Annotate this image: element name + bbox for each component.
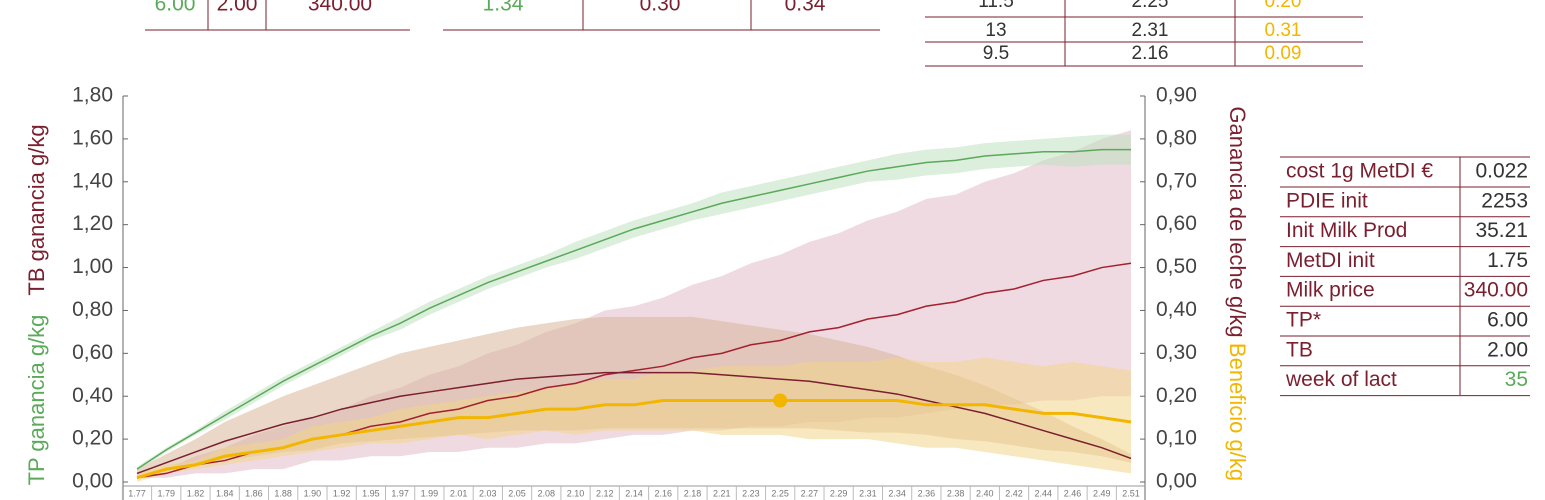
table-cell: 13 <box>985 20 1006 41</box>
x-tick-label: 2.51 <box>1122 488 1140 498</box>
x-tick-label: 1.90 <box>304 488 322 498</box>
table-value: 2.00 <box>1487 338 1528 361</box>
x-tick-label: 2.03 <box>479 488 497 498</box>
table-cell: 2.25 <box>1132 0 1169 12</box>
x-tick-label: 2.46 <box>1064 488 1082 498</box>
y2-tick-label: 0,60 <box>1156 212 1197 235</box>
x-tick-label: 2.01 <box>450 488 468 498</box>
table-value: 0.022 <box>1475 160 1528 183</box>
table-cell: 0.20 <box>1265 0 1302 12</box>
y-tick-label: 0,80 <box>72 298 113 321</box>
y2-tick-label: 0,50 <box>1156 255 1197 278</box>
confidence-band <box>137 357 1131 482</box>
x-tick-label: 2.31 <box>859 488 877 498</box>
table-cell: 2.00 <box>217 0 258 16</box>
x-tick-label: 1.97 <box>391 488 409 498</box>
x-tick-label: 1.77 <box>128 488 146 498</box>
y2-axis-title: Beneficio g/kg <box>1225 343 1250 481</box>
y-tick-label: 1,00 <box>72 255 113 278</box>
x-tick-label: 2.49 <box>1093 488 1111 498</box>
table-label: Milk price <box>1286 279 1375 302</box>
highlight-point <box>773 393 788 408</box>
x-tick-label: 2.14 <box>625 488 643 498</box>
table-value: 35.21 <box>1475 219 1528 242</box>
series-line <box>136 148 1131 470</box>
x-tick-label: 1.92 <box>333 488 351 498</box>
table-cell: 0.09 <box>1265 43 1302 64</box>
y-tick-label: 1,60 <box>72 126 113 149</box>
table-cell: 2.31 <box>1132 20 1169 41</box>
x-tick-label: 2.25 <box>771 488 789 498</box>
x-tick-label: 2.44 <box>1035 488 1053 498</box>
table-label: TB <box>1286 338 1313 361</box>
x-tick-label: 2.36 <box>918 488 936 498</box>
table-value: 340.00 <box>1464 279 1528 302</box>
table-cell: 0.31 <box>1265 20 1302 41</box>
x-tick-label: 2.40 <box>976 488 994 498</box>
table-label: Init Milk Prod <box>1286 219 1407 242</box>
series-line <box>136 371 1132 475</box>
x-tick-label: 2.42 <box>1005 488 1023 498</box>
x-tick-label: 2.23 <box>742 488 760 498</box>
table-label: MetDI init <box>1286 249 1375 272</box>
table-cell: 9.5 <box>983 43 1009 64</box>
y-tick-label: 1,40 <box>72 169 113 192</box>
table-cell: 6.00 <box>155 0 196 16</box>
table-cell: 340.00 <box>308 0 372 16</box>
table-label: week of lact <box>1285 368 1397 391</box>
x-tick-label: 2.10 <box>567 488 585 498</box>
x-tick-label: 2.16 <box>654 488 672 498</box>
x-tick-label: 1.84 <box>216 488 234 498</box>
y2-tick-label: 0,90 <box>1156 84 1197 107</box>
x-tick-label: 2.29 <box>830 488 848 498</box>
table-value: 2253 <box>1481 189 1528 212</box>
x-tick-label: 1.82 <box>187 488 205 498</box>
y2-tick-label: 0,30 <box>1156 341 1197 364</box>
table-label: PDIE init <box>1286 189 1368 212</box>
table-value: 6.00 <box>1487 309 1528 332</box>
y-tick-label: 1,20 <box>72 212 113 235</box>
table-value: 35 <box>1505 368 1528 391</box>
table-label: cost 1g MetDI € <box>1286 160 1433 183</box>
y-tick-label: 0,40 <box>72 384 113 407</box>
y-tick-label: 0,60 <box>72 341 113 364</box>
x-tick-label: 2.34 <box>888 488 906 498</box>
x-tick-label: 1.99 <box>421 488 439 498</box>
table-cell: 0.30 <box>640 0 681 16</box>
y-tick-label: 0,20 <box>72 427 113 450</box>
x-tick-label: 2.38 <box>947 488 965 498</box>
y-tick-label: 1,80 <box>72 84 113 107</box>
y-axis-title: TP ganancia g/kg <box>24 315 49 486</box>
table-cell: 0.34 <box>785 0 826 16</box>
y-axis-title: TB ganancia g/kg <box>24 124 49 295</box>
y-tick-label: 0,00 <box>72 470 113 493</box>
table-value: 1.75 <box>1487 249 1528 272</box>
x-tick-label: 1.79 <box>157 488 175 498</box>
table-label: TP* <box>1286 309 1321 332</box>
x-tick-label: 2.12 <box>596 488 614 498</box>
x-tick-label: 1.95 <box>362 488 380 498</box>
table-cell: 11.5 <box>978 0 1014 12</box>
table-cell: 2.16 <box>1132 43 1169 64</box>
x-tick-label: 1.88 <box>274 488 292 498</box>
x-tick-label: 2.05 <box>508 488 526 498</box>
y2-axis-title: Ganancia de leche g/kg <box>1225 106 1250 337</box>
x-tick-label: 2.18 <box>684 488 702 498</box>
series-line <box>136 399 1132 480</box>
x-tick-label: 1.86 <box>245 488 263 498</box>
y2-tick-label: 0,00 <box>1156 470 1197 493</box>
y2-tick-label: 0,80 <box>1156 126 1197 149</box>
y2-tick-label: 0,70 <box>1156 169 1197 192</box>
y2-tick-label: 0,20 <box>1156 384 1197 407</box>
table-cell: 1.34 <box>483 0 524 16</box>
y2-tick-label: 0,10 <box>1156 427 1197 450</box>
x-tick-label: 2.27 <box>801 488 819 498</box>
x-tick-label: 2.08 <box>538 488 556 498</box>
x-tick-label: 2.21 <box>713 488 731 498</box>
y2-tick-label: 0,40 <box>1156 298 1197 321</box>
